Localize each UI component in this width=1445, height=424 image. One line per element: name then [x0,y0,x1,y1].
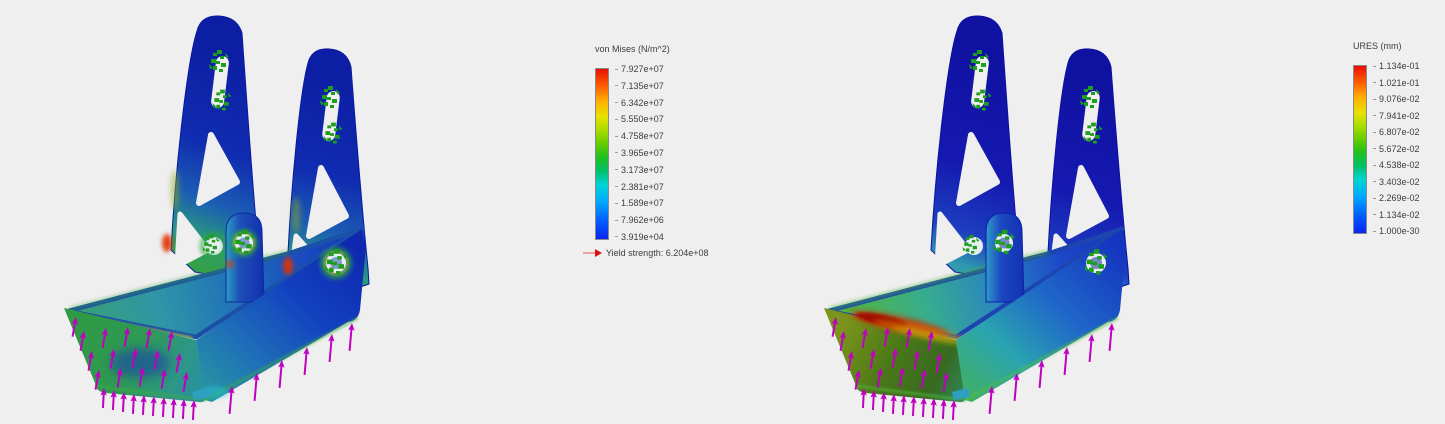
legend-value: 3.403e-02 [1379,176,1420,187]
stress-hotspot [226,260,234,268]
legend-value: 9.076e-02 [1379,94,1420,104]
legend-value: 1.021e-01 [1379,77,1420,88]
legend-value: 7.135e+07 [621,80,664,91]
displacement-model[interactable] [824,15,1130,420]
legend-value: 4.758e+07 [621,131,664,142]
bucket-notch [952,388,970,400]
bucket-notch [192,388,210,400]
legend-labels: 1.134e-01 1.021e-01 9.076e-02 7.941e-02 … [1373,61,1420,236]
colorbar [595,68,609,240]
legend-value: 5.550e+07 [621,114,664,125]
yield-label: Yield strength: 6.204e+08 [606,248,709,258]
legend-value: 6.342e+07 [621,97,664,108]
legend-labels: 7.927e+07 7.135e+07 6.342e+07 5.550e+07 … [615,64,664,242]
von-mises-legend: von Mises (N/m^2) 7.927e+07 7.135e+07 6.… [595,44,670,242]
stress-hotspot [162,234,172,252]
stress-band [292,197,300,233]
stress-hotspot [283,257,293,275]
legend-value: 1.134e-02 [1379,209,1420,220]
legend-title: URES (mm) [1353,41,1402,51]
legend-value: 1.134e-01 [1379,61,1420,71]
edge-highlight [95,317,359,402]
legend-value: 3.965e+07 [621,147,664,158]
legend-value: 7.941e-02 [1379,110,1420,121]
stress-band [171,170,179,210]
legend-value: 4.538e-02 [1379,160,1420,170]
legend-value: 6.807e-02 [1379,127,1420,137]
colorbar [1353,65,1367,234]
legend-value: 2.381e+07 [621,181,664,192]
legend-value: 3.919e+04 [621,231,664,242]
stress-model[interactable] [64,15,370,420]
yield-strength-marker: Yield strength: 6.204e+08 [583,248,709,258]
legend-value: 7.962e+06 [621,215,664,226]
legend-value: 1.589e+07 [621,198,664,209]
yield-arrow-icon [595,249,602,257]
legend-value: 5.672e-02 [1379,143,1420,154]
legend-value: 2.269e-02 [1379,193,1420,203]
legend-value: 3.173e+07 [621,164,664,175]
legend-value: 7.927e+07 [621,64,664,74]
ures-legend: URES (mm) 1.134e-01 1.021e-01 9.076e-02 … [1353,41,1420,236]
yield-line [583,252,595,254]
edge-highlight [855,317,1119,402]
legend-title: von Mises (N/m^2) [595,44,670,54]
legend-value: 1.000e-30 [1379,226,1420,236]
